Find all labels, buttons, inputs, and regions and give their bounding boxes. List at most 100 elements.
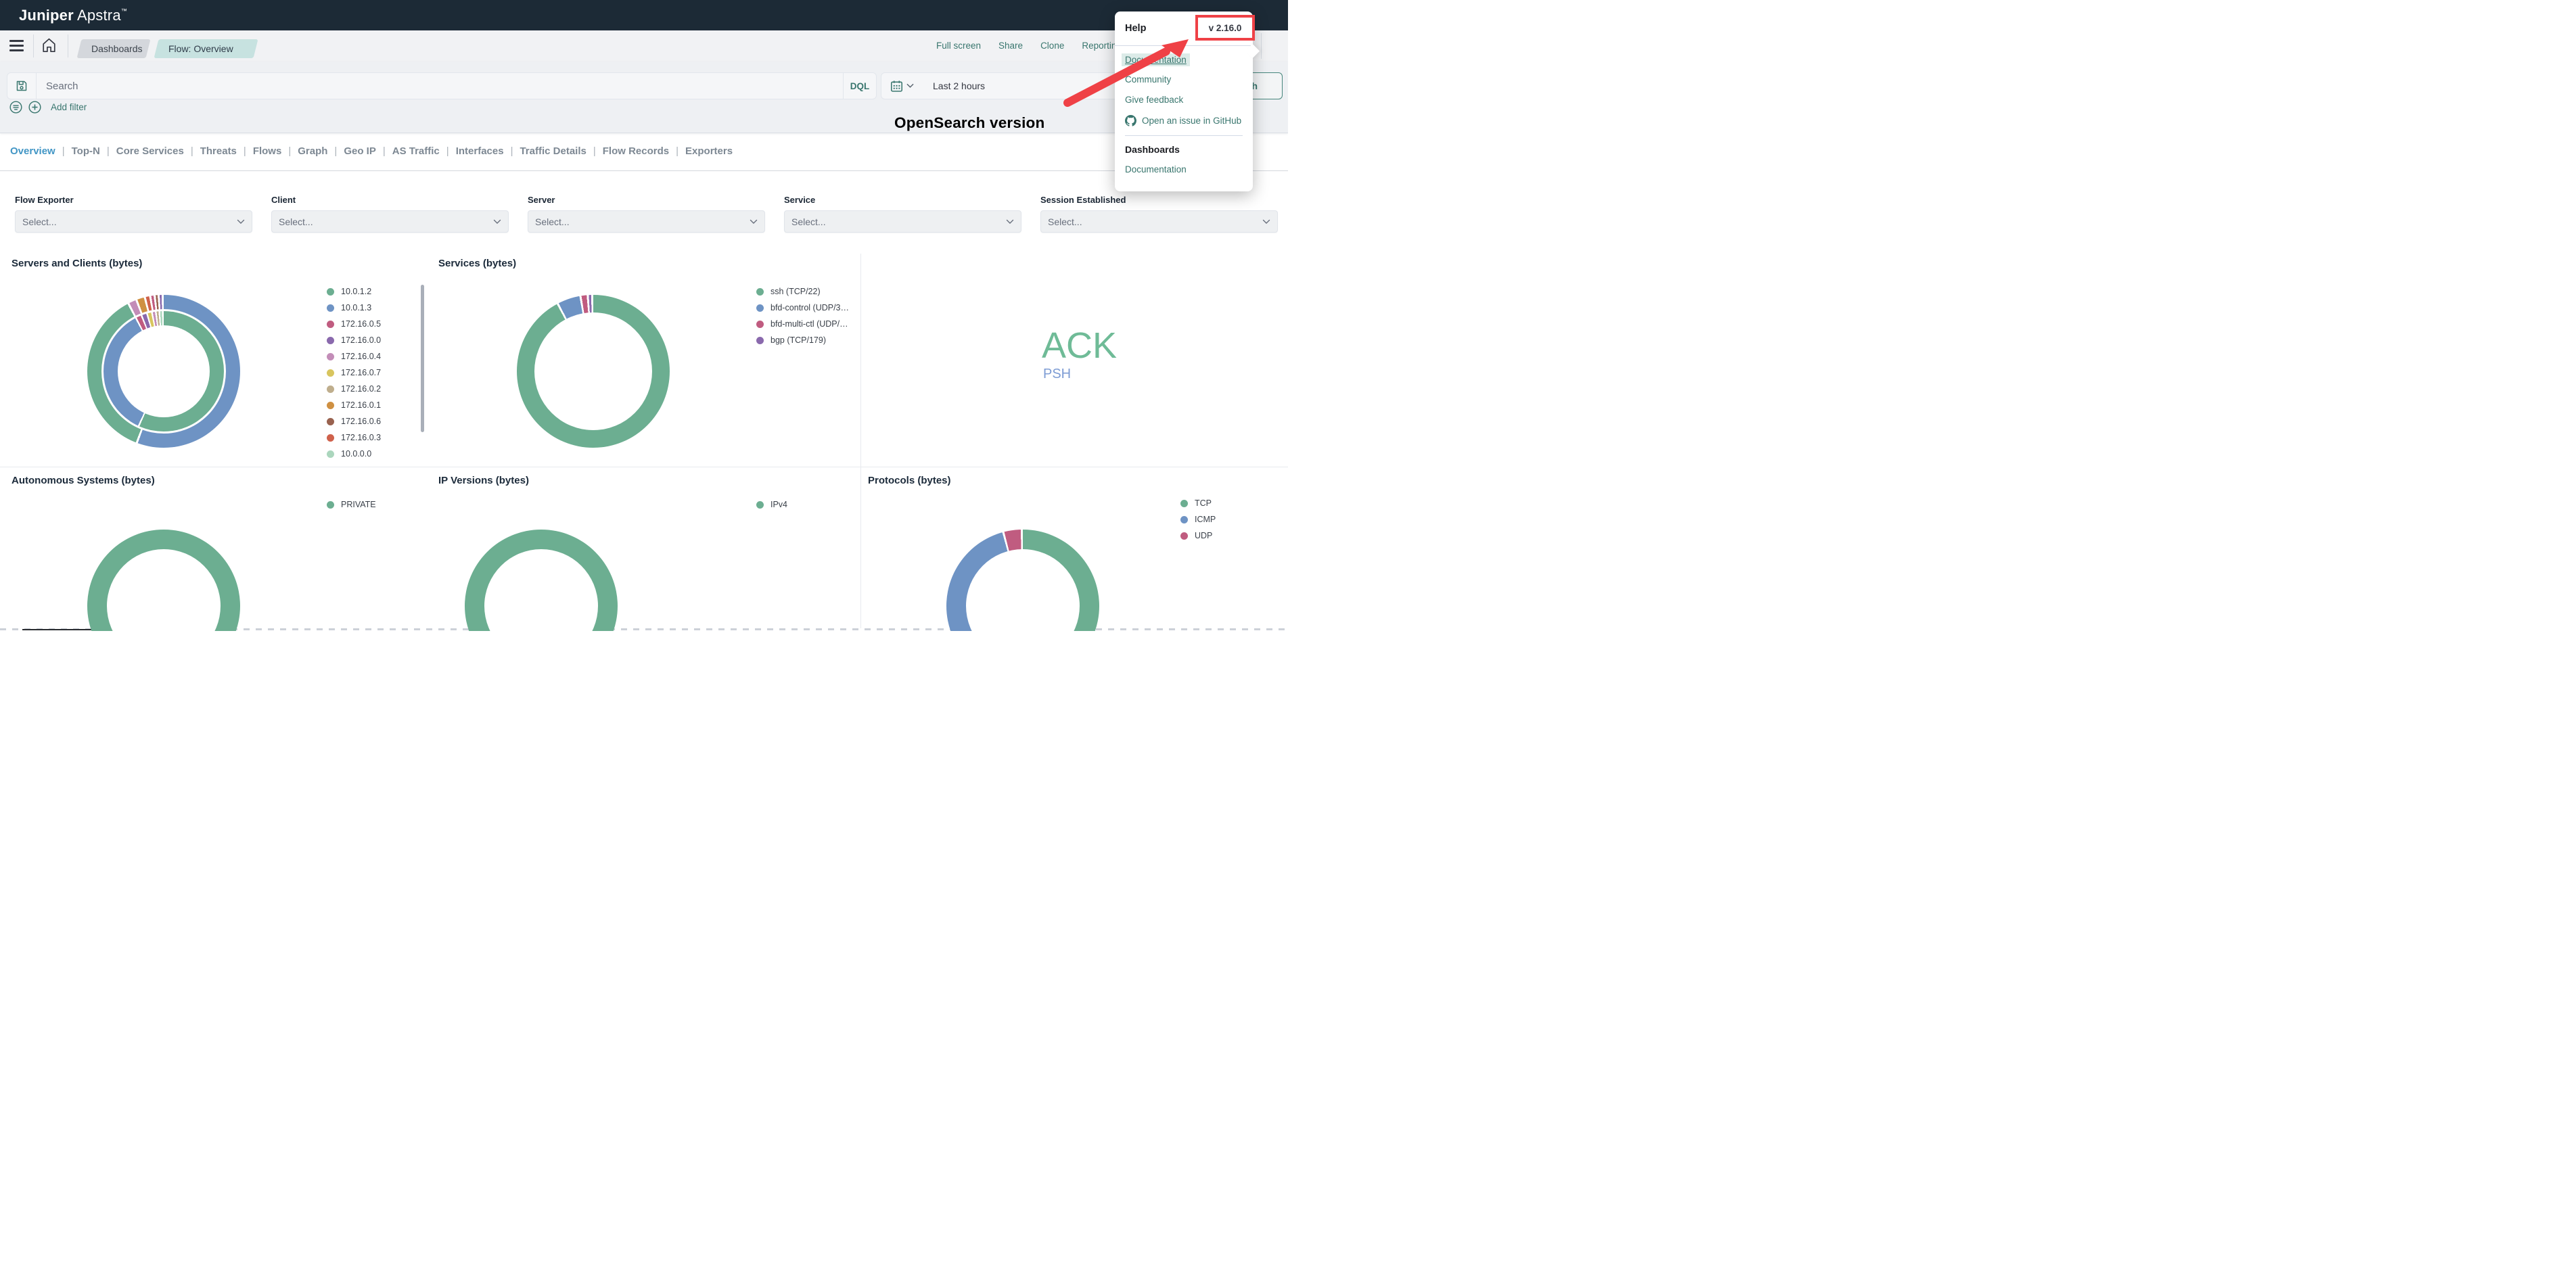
legend-item[interactable]: 172.16.0.2 bbox=[327, 381, 381, 397]
legend-item[interactable]: bfd-control (UDP/3… bbox=[756, 300, 849, 316]
legend-item[interactable]: 172.16.0.1 bbox=[327, 397, 381, 413]
legend-item[interactable]: ssh (TCP/22) bbox=[756, 283, 849, 300]
toolbar-menu-item[interactable]: Share bbox=[998, 41, 1024, 51]
donut-servers-clients[interactable] bbox=[87, 295, 240, 448]
donut-ip-versions[interactable] bbox=[465, 530, 618, 631]
panel-divider-vertical bbox=[860, 254, 861, 628]
legend-item[interactable]: 172.16.0.5 bbox=[327, 316, 381, 332]
legend-label: 172.16.0.5 bbox=[341, 319, 382, 329]
dashboards-doc-link[interactable]: Documentation bbox=[1125, 164, 1187, 174]
legend-item[interactable]: TCP bbox=[1180, 495, 1216, 511]
legend-dot bbox=[1180, 515, 1188, 523]
legend-item[interactable]: bfd-multi-ctl (UDP/… bbox=[756, 316, 849, 332]
breadcrumb-dashboards[interactable]: Dashboards bbox=[76, 39, 151, 58]
filter-label: Server bbox=[528, 195, 555, 205]
tab[interactable]: Graph bbox=[281, 145, 327, 157]
home-icon[interactable] bbox=[40, 37, 58, 54]
flow-filters: Flow Exporter Select... Client Select...… bbox=[15, 195, 1278, 233]
tag-cloud-word[interactable]: PSH bbox=[1043, 367, 1072, 382]
time-range-value[interactable]: Last 2 hours bbox=[933, 80, 986, 91]
legend-label: ssh (TCP/22) bbox=[770, 287, 821, 296]
panel-resize-dashes bbox=[0, 628, 1288, 630]
popover-section-title: Dashboards bbox=[1125, 144, 1180, 155]
tab[interactable]: Overview bbox=[10, 145, 55, 157]
filter-settings-icon[interactable] bbox=[9, 100, 22, 114]
tab[interactable]: Flows bbox=[237, 145, 282, 157]
tag-cloud-word[interactable]: ACK bbox=[1042, 325, 1118, 366]
breadcrumb-label: Dashboards bbox=[91, 43, 143, 54]
legend-item[interactable]: 172.16.0.3 bbox=[327, 429, 381, 446]
filter-group: Server Select... bbox=[528, 195, 765, 233]
legend-dot bbox=[327, 336, 334, 344]
chevron-down-icon bbox=[237, 219, 245, 224]
toolbar-menu-item[interactable]: Clone bbox=[1040, 41, 1065, 51]
dashboard-tabs: OverviewTop-NCore ServicesThreatsFlowsGr… bbox=[10, 145, 733, 157]
donut-protocols[interactable] bbox=[946, 530, 1099, 631]
legend-item[interactable]: 10.0.1.3 bbox=[327, 300, 381, 316]
legend-scrollbar[interactable] bbox=[421, 285, 424, 432]
add-filter-button[interactable]: Add filter bbox=[51, 101, 87, 112]
legend-label: bfd-control (UDP/3… bbox=[770, 303, 850, 312]
legend-item[interactable]: 172.16.0.4 bbox=[327, 348, 381, 365]
panel-title-servers-clients: Servers and Clients (bytes) bbox=[12, 258, 143, 269]
legend-dot bbox=[327, 401, 334, 409]
tab[interactable]: Traffic Details bbox=[504, 145, 586, 157]
opensearch-version-badge: v 2.16.0 bbox=[1208, 22, 1242, 33]
legend-dot bbox=[756, 336, 764, 344]
legend-item[interactable]: 172.16.0.7 bbox=[327, 365, 381, 381]
tab[interactable]: Top-N bbox=[55, 145, 100, 157]
tabs-divider bbox=[0, 170, 1288, 171]
legend-item[interactable]: 10.0.1.2 bbox=[327, 283, 381, 300]
hamburger-menu-icon[interactable] bbox=[8, 37, 24, 53]
help-link-give-feedback[interactable]: Give feedback bbox=[1125, 95, 1184, 105]
filter-select[interactable]: Select... bbox=[15, 210, 252, 233]
tab[interactable]: Interfaces bbox=[440, 145, 504, 157]
chevron-down-icon bbox=[750, 219, 758, 224]
legend-item[interactable]: 172.16.0.0 bbox=[327, 332, 381, 348]
tab[interactable]: Threats bbox=[184, 145, 237, 157]
search-bar[interactable]: Search DQL bbox=[7, 72, 877, 99]
tab[interactable]: Core Services bbox=[100, 145, 184, 157]
legend-item[interactable]: UDP bbox=[1180, 528, 1216, 544]
toolbar-menu-item[interactable]: Full screen bbox=[936, 41, 982, 51]
filter-select[interactable]: Select... bbox=[784, 210, 1021, 233]
panel-title-ip-versions: IP Versions (bytes) bbox=[438, 475, 529, 486]
popover-divider bbox=[1125, 135, 1243, 136]
tab[interactable]: Geo IP bbox=[327, 145, 376, 157]
chevron-down-icon bbox=[1262, 219, 1270, 224]
help-link-community[interactable]: Community bbox=[1125, 74, 1172, 85]
add-filter-plus-icon[interactable] bbox=[28, 100, 41, 114]
tab[interactable]: Flow Records bbox=[586, 145, 669, 157]
filter-controls: Add filter bbox=[9, 100, 87, 114]
help-popover: Help v 2.16.0 Documentation Community Gi… bbox=[1115, 11, 1260, 191]
tab[interactable]: Exporters bbox=[669, 145, 733, 157]
filter-select[interactable]: Select... bbox=[271, 210, 509, 233]
legend-dot bbox=[756, 287, 764, 296]
legend-item[interactable]: 172.16.0.6 bbox=[327, 413, 381, 429]
help-link-github-row[interactable]: Open an issue in GitHub bbox=[1125, 115, 1243, 126]
breadcrumb-flow-overview[interactable]: Flow: Overview bbox=[154, 39, 258, 58]
dql-toggle-button[interactable]: DQL bbox=[843, 73, 876, 99]
help-link-documentation[interactable]: Documentation bbox=[1122, 53, 1190, 66]
search-input[interactable]: Search bbox=[46, 80, 78, 92]
legend-item[interactable]: IPv4 bbox=[756, 496, 787, 513]
donut-autonomous-systems[interactable] bbox=[87, 530, 240, 631]
version-highlight-box: v 2.16.0 bbox=[1195, 15, 1255, 41]
legend-item[interactable]: PRIVATE bbox=[327, 496, 376, 513]
calendar-dropdown[interactable] bbox=[881, 80, 921, 93]
donut-services[interactable] bbox=[517, 295, 670, 448]
legend-label: 10.0.0.0 bbox=[341, 449, 372, 459]
filter-select[interactable]: Select... bbox=[1040, 210, 1278, 233]
filter-select[interactable]: Select... bbox=[528, 210, 765, 233]
legend-dot bbox=[327, 385, 334, 393]
saved-query-icon[interactable] bbox=[7, 73, 37, 99]
tab[interactable]: AS Traffic bbox=[376, 145, 440, 157]
legend-label: 172.16.0.0 bbox=[341, 335, 382, 345]
legend-item[interactable]: bgp (TCP/179) bbox=[756, 332, 849, 348]
legend-label: PRIVATE bbox=[341, 500, 376, 509]
legend-dot bbox=[327, 320, 334, 328]
legend-item[interactable]: ICMP bbox=[1180, 511, 1216, 528]
legend-item[interactable]: 10.0.0.0 bbox=[327, 446, 381, 462]
legend-label: bfd-multi-ctl (UDP/… bbox=[770, 319, 848, 329]
legend-dot bbox=[1180, 499, 1188, 507]
